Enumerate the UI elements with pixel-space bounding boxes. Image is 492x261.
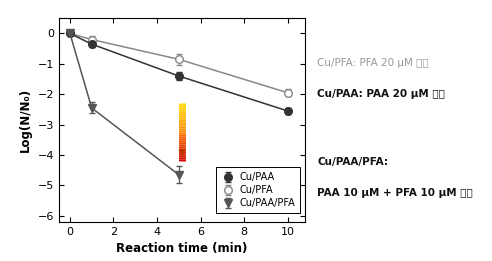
X-axis label: Reaction time (min): Reaction time (min) — [116, 242, 248, 255]
Text: Cu/PAA/PFA:: Cu/PAA/PFA: — [317, 157, 388, 167]
Y-axis label: Log(N/N₀): Log(N/N₀) — [19, 88, 32, 152]
Text: PAA 10 μM + PFA 10 μM 사용: PAA 10 μM + PFA 10 μM 사용 — [317, 188, 473, 198]
FancyArrowPatch shape — [179, 148, 185, 157]
Legend: Cu/PAA, Cu/PFA, Cu/PAA/PFA: Cu/PAA, Cu/PFA, Cu/PAA/PFA — [216, 167, 300, 213]
Text: Cu/PAA: PAA 20 μM 사용: Cu/PAA: PAA 20 μM 사용 — [317, 89, 445, 99]
Text: Cu/PFA: PFA 20 μM 사용: Cu/PFA: PFA 20 μM 사용 — [317, 58, 429, 68]
